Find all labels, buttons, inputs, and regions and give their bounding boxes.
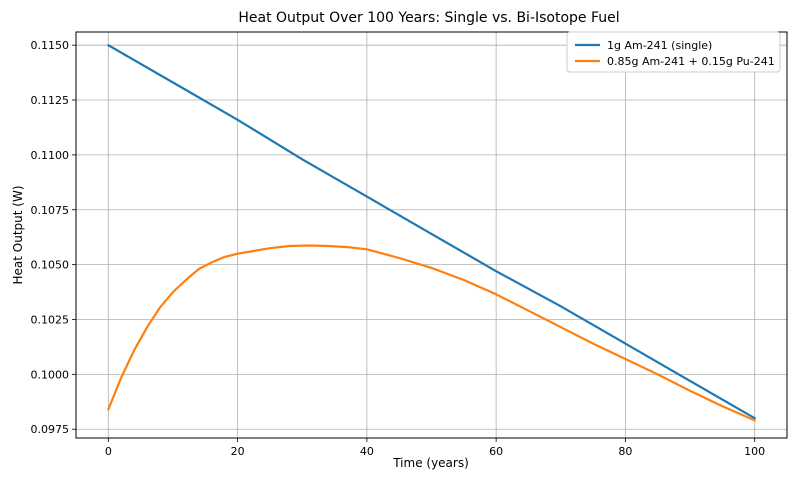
y-tick-label: 0.0975 xyxy=(31,423,70,436)
x-tick-label: 20 xyxy=(231,445,245,458)
y-tick-label: 0.1075 xyxy=(31,204,70,217)
legend: 1g Am-241 (single) 0.85g Am-241 + 0.15g … xyxy=(566,31,781,73)
legend-box xyxy=(566,31,781,73)
y-tick-label: 0.1025 xyxy=(31,313,70,326)
y-tick-label: 0.1125 xyxy=(31,94,70,107)
grid-lines xyxy=(76,32,787,438)
series-layer xyxy=(107,44,756,422)
legend-label-single: 1g Am-241 (single) xyxy=(607,39,712,52)
series-line-single xyxy=(107,44,756,420)
y-tick-label: 0.1150 xyxy=(31,39,70,52)
x-tick-label: 0 xyxy=(105,445,112,458)
x-tick-label: 80 xyxy=(618,445,632,458)
y-axis-label: Heat Output (W) xyxy=(11,185,25,284)
y-axis: 0.0975 0.1000 0.1025 0.1050 0.1075 0.1100 0.11… xyxy=(31,39,76,436)
x-tick-label: 60 xyxy=(489,445,503,458)
x-axis: 0 20 40 60 80 100 xyxy=(105,438,765,458)
legend-label-bi-isotope: 0.85g Am-241 + 0.15g Pu-241 xyxy=(607,55,775,68)
x-tick-label: 40 xyxy=(360,445,374,458)
chart-title: Heat Output Over 100 Years: Single vs. B… xyxy=(238,10,619,26)
y-tick-label: 0.1050 xyxy=(31,259,70,272)
series-line-bi-isotope xyxy=(107,244,756,422)
plot-frame xyxy=(75,31,788,439)
y-tick-label: 0.1000 xyxy=(31,368,70,381)
y-tick-label: 0.1100 xyxy=(31,149,70,162)
x-tick-label: 100 xyxy=(744,445,765,458)
x-axis-label: Time (years) xyxy=(392,456,469,470)
